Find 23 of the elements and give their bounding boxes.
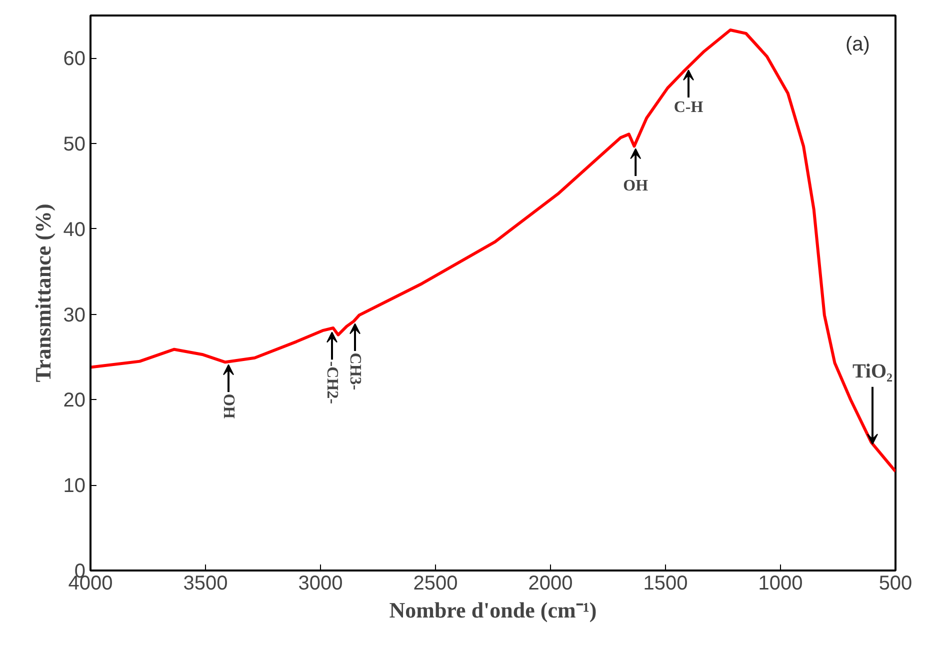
- x-tick-label: 1000: [758, 572, 803, 594]
- x-tick-label: 3500: [183, 572, 228, 594]
- line-series: [90, 28, 896, 473]
- y-axis-title: Transmittance (%): [30, 204, 56, 382]
- x-tick-label: 2000: [528, 572, 573, 594]
- y-tick-label: 20: [63, 390, 86, 412]
- x-tick-label: 500: [878, 572, 912, 594]
- annotation: TiO₂: [852, 360, 893, 383]
- annotation: CH3-: [346, 352, 364, 390]
- annotation: OH: [220, 394, 237, 420]
- annotation: C-H: [674, 99, 704, 116]
- y-tick-label: 40: [63, 218, 86, 241]
- annotation: OH: [623, 178, 649, 195]
- y-tick-label: 30: [63, 304, 86, 326]
- annotation: (a): [846, 34, 870, 56]
- y-tick-label: 10: [63, 475, 86, 498]
- y-tick-label: 60: [63, 48, 86, 70]
- y-tick-label: 50: [63, 134, 86, 156]
- x-tick-label: 1500: [643, 572, 688, 594]
- annotation: -CH2-: [324, 361, 340, 404]
- x-axis-title: Nombre d'onde (cm⁻¹): [389, 598, 597, 622]
- x-tick-label: 3000: [298, 572, 343, 594]
- x-tick-label: 2500: [413, 572, 458, 594]
